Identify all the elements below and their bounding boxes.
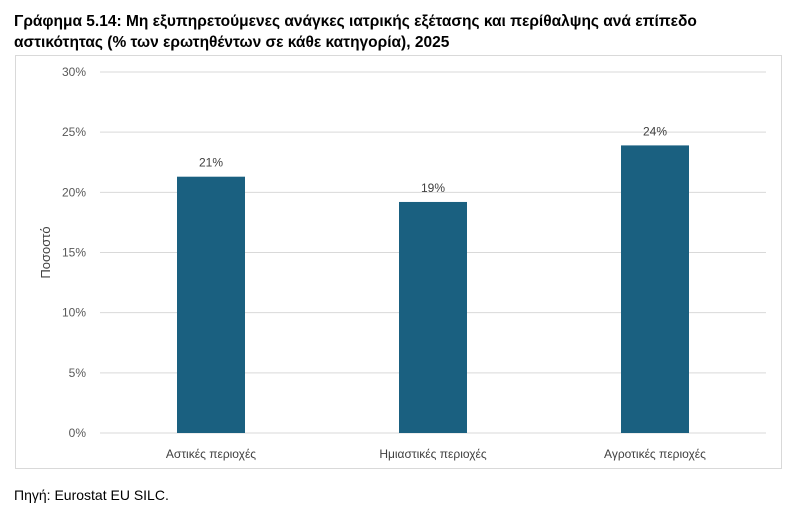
data-label: 24% [643, 124, 667, 138]
bar-chart: 0% 5% 10% 15% 20% 25% 30% Ποσοστό 21% Αστικές περ… [38, 65, 766, 461]
x-tick-label: Αστικές περιοχές [166, 447, 256, 461]
y-axis-label: Ποσοστό [38, 226, 53, 278]
y-tick-label: 0% [69, 426, 87, 440]
y-tick-label: 15% [62, 246, 86, 260]
chart-frame: 0% 5% 10% 15% 20% 25% 30% Ποσοστό 21% Αστικές περ… [15, 55, 782, 469]
bar [399, 201, 467, 433]
y-tick-label: 20% [62, 185, 86, 199]
x-tick-label: Αγροτικές περιοχές [604, 447, 706, 461]
source-note: Πηγή: Eurostat EU SILC. [14, 487, 169, 503]
bar [621, 145, 689, 434]
y-tick-label: 10% [62, 306, 86, 320]
data-label: 21% [199, 156, 223, 170]
data-label: 19% [421, 181, 445, 195]
y-tick-label: 30% [62, 65, 86, 79]
y-tick-label: 25% [62, 125, 86, 139]
chart-title: Γράφημα 5.14: Μη εξυπηρετούμενες ανάγκες… [14, 13, 697, 51]
y-tick-label: 5% [69, 366, 87, 380]
x-tick-label: Ημιαστικές περιοχές [379, 447, 487, 461]
bar [177, 176, 245, 433]
